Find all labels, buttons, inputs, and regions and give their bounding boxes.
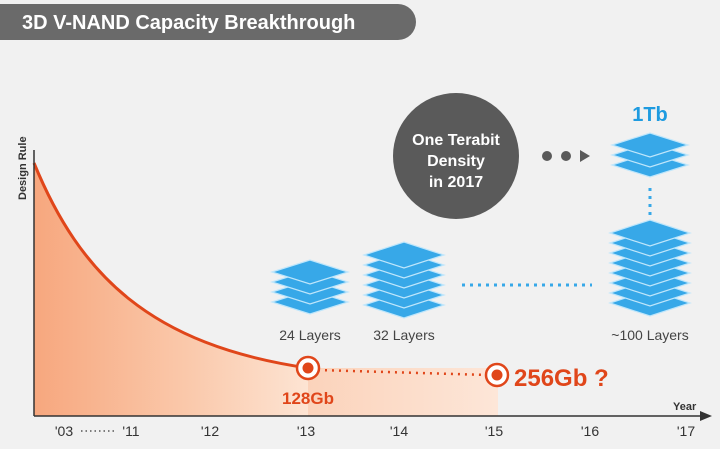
stack-1tb (610, 132, 690, 158)
x-tick-label: '17 (677, 423, 695, 439)
marker-128gb (295, 355, 321, 381)
projection-line (317, 368, 489, 377)
design-rule-area (34, 163, 308, 416)
x-tick-label: '14 (390, 423, 408, 439)
title-bar (0, 4, 416, 40)
x-tick-label: '13 (297, 423, 315, 439)
slide-title: 3D V-NAND Capacity Breakthrough (22, 12, 355, 34)
top-stack-label: 1Tb (632, 104, 668, 126)
x-axis-label: Year (673, 401, 697, 413)
x-tick-label: '15 (485, 423, 503, 439)
callout-line-1: One Terabit (412, 132, 500, 149)
callout-circle (393, 93, 519, 219)
projected-area (308, 368, 498, 416)
callout-line-2: Density (427, 153, 485, 170)
marker-label-256gb: 256Gb ? (514, 365, 609, 392)
marker-256gb (484, 362, 510, 388)
x-tick-label: '12 (201, 423, 219, 439)
x-tick-label: '11 (122, 423, 139, 439)
stack-24-layers (270, 259, 350, 285)
stack-32-layers (362, 241, 446, 269)
stack-label-100: ~100 Layers (611, 327, 688, 343)
callout-line-3: in 2017 (429, 174, 483, 191)
stack-label-24: 24 Layers (279, 327, 340, 343)
y-axis-label: Design Rule (17, 136, 29, 200)
callout-arrow-dots (542, 150, 590, 162)
x-tick-label: '16 (581, 423, 599, 439)
stack-label-32: 32 Layers (373, 327, 434, 343)
x-tick-label: '03 (55, 423, 73, 439)
x-tick-labels: '03 '11 '12 '13 '14 '15 '16 '17 (55, 423, 695, 439)
layer-stacks (270, 132, 692, 319)
design-rule-curve (32, 162, 309, 370)
marker-label-128gb: 128Gb (282, 389, 334, 408)
x-axis-arrow-icon (700, 411, 712, 421)
stack-100-layers (608, 219, 692, 247)
